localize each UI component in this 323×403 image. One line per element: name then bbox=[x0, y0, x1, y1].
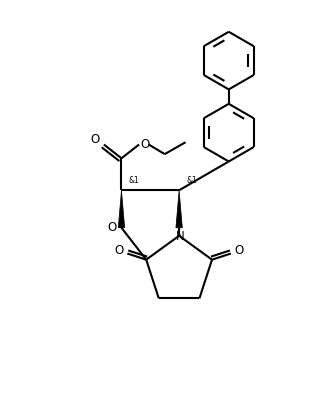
Text: O: O bbox=[114, 244, 123, 257]
Text: O: O bbox=[141, 138, 150, 151]
Polygon shape bbox=[176, 190, 182, 228]
Text: N: N bbox=[176, 230, 185, 243]
Polygon shape bbox=[118, 190, 125, 228]
Text: &1: &1 bbox=[129, 176, 139, 185]
Text: O: O bbox=[107, 221, 117, 234]
Text: &1: &1 bbox=[186, 176, 197, 185]
Text: O: O bbox=[90, 133, 100, 146]
Text: O: O bbox=[235, 244, 244, 257]
